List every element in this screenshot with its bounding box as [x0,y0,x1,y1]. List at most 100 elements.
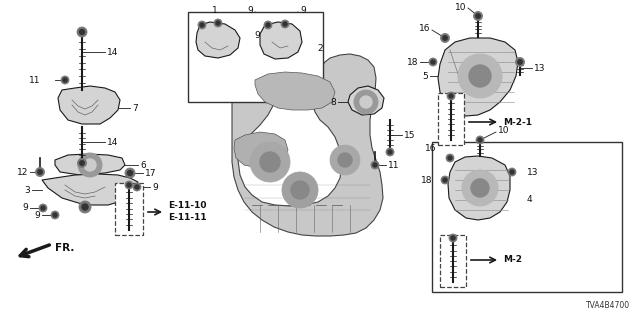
Text: 17: 17 [145,169,157,178]
Text: 4: 4 [527,196,532,204]
Circle shape [260,152,280,172]
Bar [188,12,323,102]
Circle shape [515,58,525,67]
Bar [438,93,464,145]
Circle shape [264,21,272,29]
Circle shape [283,22,287,26]
Circle shape [80,161,84,165]
Circle shape [41,206,45,210]
Text: 10: 10 [454,3,466,12]
Circle shape [216,21,220,25]
Text: 9: 9 [254,30,260,39]
Circle shape [431,60,435,64]
Circle shape [462,170,498,206]
Text: E-11-11: E-11-11 [168,212,207,221]
Bar [440,235,466,287]
Bar [115,183,143,235]
Text: 14: 14 [107,138,118,147]
Circle shape [443,36,447,40]
Circle shape [330,145,360,175]
Text: M-2-1: M-2-1 [503,117,532,126]
Text: 18: 18 [406,58,418,67]
Circle shape [451,236,455,240]
Text: 9: 9 [247,5,253,14]
Text: 14: 14 [107,47,118,57]
Circle shape [133,183,141,191]
Circle shape [35,167,45,177]
Circle shape [214,19,222,27]
Text: 13: 13 [534,63,545,73]
Circle shape [360,96,372,108]
Text: M-2: M-2 [503,255,522,265]
Circle shape [79,201,91,213]
Circle shape [388,150,392,154]
Circle shape [198,21,206,29]
Circle shape [281,20,289,28]
Polygon shape [234,132,288,168]
Polygon shape [58,86,120,124]
Text: 9: 9 [300,5,306,14]
Text: 8: 8 [330,98,336,107]
Circle shape [338,153,352,167]
Polygon shape [260,22,302,59]
Circle shape [440,34,449,43]
Text: E-11-10: E-11-10 [168,202,207,211]
Circle shape [373,163,377,167]
Circle shape [63,78,67,82]
Polygon shape [255,72,335,110]
Text: 16: 16 [424,143,436,153]
Text: 1: 1 [212,5,218,14]
Circle shape [476,14,480,18]
Circle shape [354,90,378,114]
Text: 6: 6 [140,161,146,170]
Polygon shape [448,156,510,220]
Polygon shape [438,38,518,116]
Text: 13: 13 [527,167,538,177]
Text: 16: 16 [419,23,430,33]
Circle shape [61,76,69,84]
Circle shape [82,204,88,210]
Circle shape [39,204,47,212]
Circle shape [469,65,491,87]
Circle shape [510,170,514,174]
Circle shape [77,27,87,37]
Text: TVA4B4700: TVA4B4700 [586,301,630,310]
Circle shape [449,234,457,242]
Text: 11: 11 [29,76,40,84]
Circle shape [291,181,309,199]
Circle shape [78,153,102,177]
Circle shape [77,158,86,167]
Polygon shape [232,54,383,236]
Text: 5: 5 [422,71,428,81]
Polygon shape [196,22,240,58]
Bar [432,142,622,292]
Text: 15: 15 [404,131,415,140]
Text: FR.: FR. [55,243,74,253]
Circle shape [476,136,484,144]
Text: 3: 3 [24,186,30,195]
Circle shape [79,29,84,35]
Text: 18: 18 [420,175,432,185]
Circle shape [51,211,59,219]
Circle shape [38,170,42,174]
Text: 9: 9 [35,211,40,220]
Circle shape [441,176,449,184]
Circle shape [125,168,135,178]
Circle shape [127,183,131,187]
Circle shape [446,154,454,162]
Circle shape [478,138,482,142]
Text: 2: 2 [317,44,323,52]
Circle shape [125,181,133,189]
Circle shape [471,179,489,197]
Circle shape [448,156,452,160]
Circle shape [474,12,483,20]
Text: 12: 12 [17,167,28,177]
Polygon shape [55,154,125,175]
Circle shape [282,172,318,208]
Circle shape [135,185,139,189]
Polygon shape [348,86,384,115]
Text: 9: 9 [22,204,28,212]
Polygon shape [42,174,138,205]
Circle shape [449,94,453,98]
Circle shape [518,60,522,64]
